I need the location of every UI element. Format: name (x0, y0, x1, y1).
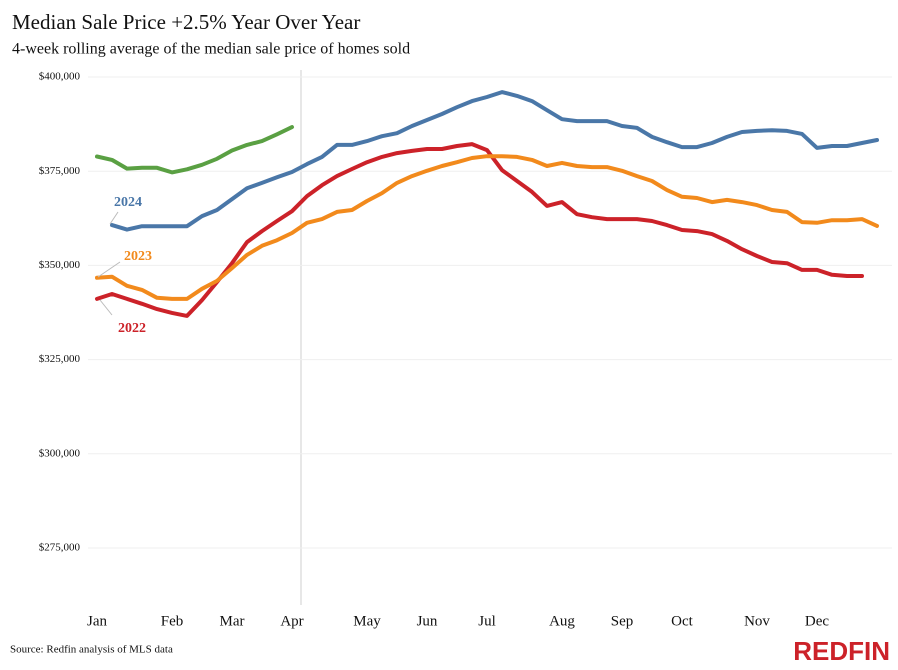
chart-title: Median Sale Price +2.5% Year Over Year (12, 10, 360, 34)
brand-logo: REDFIN (793, 636, 890, 666)
series-line (95, 142, 864, 318)
y-tick-label: $300,000 (39, 447, 81, 459)
x-tick-label: Feb (161, 613, 184, 629)
series-line (95, 154, 879, 301)
x-tick-label: Jul (478, 613, 496, 629)
x-tick-label: Sep (611, 613, 634, 629)
series-line (110, 90, 879, 232)
y-tick-label: $400,000 (39, 71, 81, 83)
label-leader (97, 261, 121, 278)
series-label: 2024 (114, 195, 142, 210)
x-tick-label: Nov (744, 613, 770, 629)
y-tick-label: $325,000 (39, 353, 81, 365)
y-tick-label: $275,000 (39, 542, 81, 554)
x-tick-label: Oct (671, 613, 693, 629)
series-line (95, 125, 294, 175)
label-leader (109, 211, 119, 225)
x-tick-label: Aug (549, 613, 575, 629)
x-tick-label: Jan (87, 613, 107, 629)
y-tick-label: $350,000 (39, 259, 81, 271)
source-note: Source: Redfin analysis of MLS data (10, 644, 173, 656)
series-label: 2022 (118, 321, 146, 336)
label-leader (99, 299, 113, 316)
x-tick-label: Mar (220, 613, 245, 629)
x-tick-label: Jun (417, 613, 438, 629)
x-tick-label: May (353, 613, 381, 629)
chart-subtitle: 4-week rolling average of the median sal… (12, 41, 410, 58)
x-tick-label: Dec (805, 613, 829, 629)
series-label: 2023 (124, 249, 152, 264)
x-tick-label: Apr (280, 613, 303, 629)
y-tick-label: $375,000 (39, 165, 81, 177)
